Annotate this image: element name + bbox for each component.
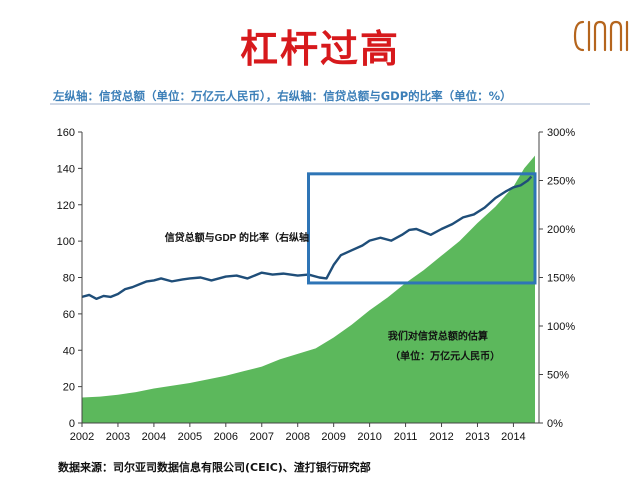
right-tick-label: 100%	[547, 321, 575, 333]
x-tick-label: 2007	[250, 431, 274, 443]
slide-title: 杠杆过高	[239, 27, 400, 71]
credit-total-area	[82, 155, 535, 424]
chart-annotation: （单位：万亿元人民币）	[390, 349, 500, 362]
data-source-note: 数据来源：司尔亚司数据信息有限公司(CEIC)、渣打银行研究部	[58, 461, 371, 474]
x-tick-label: 2006	[214, 431, 238, 443]
left-tick-label: 100	[57, 236, 75, 248]
x-tick-label: 2009	[321, 431, 345, 443]
credit-gdp-ratio-line	[81, 175, 533, 301]
right-tick-label: 250%	[547, 176, 575, 188]
x-tick-label: 2005	[178, 431, 202, 443]
highlight-box	[307, 172, 537, 285]
right-tick-label: 0%	[547, 418, 563, 430]
x-tick-label: 2004	[142, 431, 166, 443]
x-tick-label: 2013	[465, 431, 489, 443]
left-tick-label: 160	[57, 127, 75, 139]
left-tick-label: 60	[63, 309, 75, 321]
x-tick-label: 2011	[394, 431, 418, 443]
chart-annotation: 我们对信贷总额的估算	[388, 329, 488, 342]
left-tick-label: 120	[57, 200, 75, 212]
left-tick-label: 40	[63, 345, 75, 357]
left-tick-label: 80	[63, 273, 75, 285]
brand-logo	[573, 20, 629, 52]
x-tick-label: 2002	[70, 431, 94, 443]
left-tick-label: 20	[63, 382, 75, 394]
x-tick-label: 2003	[106, 431, 130, 443]
right-tick-label: 150%	[547, 273, 575, 285]
right-tick-label: 50%	[547, 370, 569, 382]
x-tick-label: 2010	[357, 431, 381, 443]
chart-annotation: 信贷总额与GDP 的比率（右纵轴	[165, 231, 309, 244]
x-tick-label: 2008	[285, 431, 309, 443]
right-tick-label: 300%	[547, 127, 575, 139]
subtitle-divider	[50, 103, 590, 105]
x-tick-label: 2014	[501, 431, 525, 443]
x-tick-label: 2012	[429, 431, 453, 443]
chart-subtitle: 左纵轴：信贷总额（单位：万亿元人民币），右纵轴：信贷总额与GDP的比率（单位：%…	[53, 89, 512, 103]
left-tick-label: 0	[69, 418, 75, 430]
right-tick-label: 200%	[547, 224, 575, 236]
left-tick-label: 140	[57, 163, 75, 175]
